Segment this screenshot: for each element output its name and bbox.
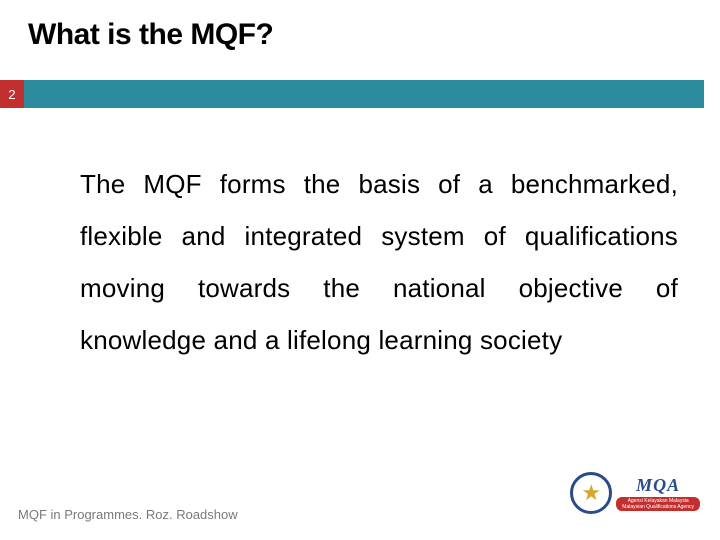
logo-emblem-icon: ★ <box>570 472 612 514</box>
logo-text: MQA Agensi Kelayakan Malaysia Malaysian … <box>616 475 700 511</box>
logo-banner: Agensi Kelayakan Malaysia Malaysian Qual… <box>616 497 700 511</box>
header-accent-bar <box>24 80 704 108</box>
logo-banner-line2: Malaysian Qualifications Agency <box>622 504 694 510</box>
footer-text: MQF in Programmes. Roz. Roadshow <box>18 507 238 522</box>
body-paragraph: The MQF forms the basis of a benchmarked… <box>80 158 678 366</box>
slide-title: What is the MQF? <box>28 18 273 52</box>
slide-number-box: 2 <box>0 80 24 108</box>
slide-number: 2 <box>8 87 15 102</box>
logo-acronym: MQA <box>616 475 700 496</box>
mqa-logo: ★ MQA Agensi Kelayakan Malaysia Malaysia… <box>570 472 700 514</box>
logo-star-icon: ★ <box>578 480 604 506</box>
